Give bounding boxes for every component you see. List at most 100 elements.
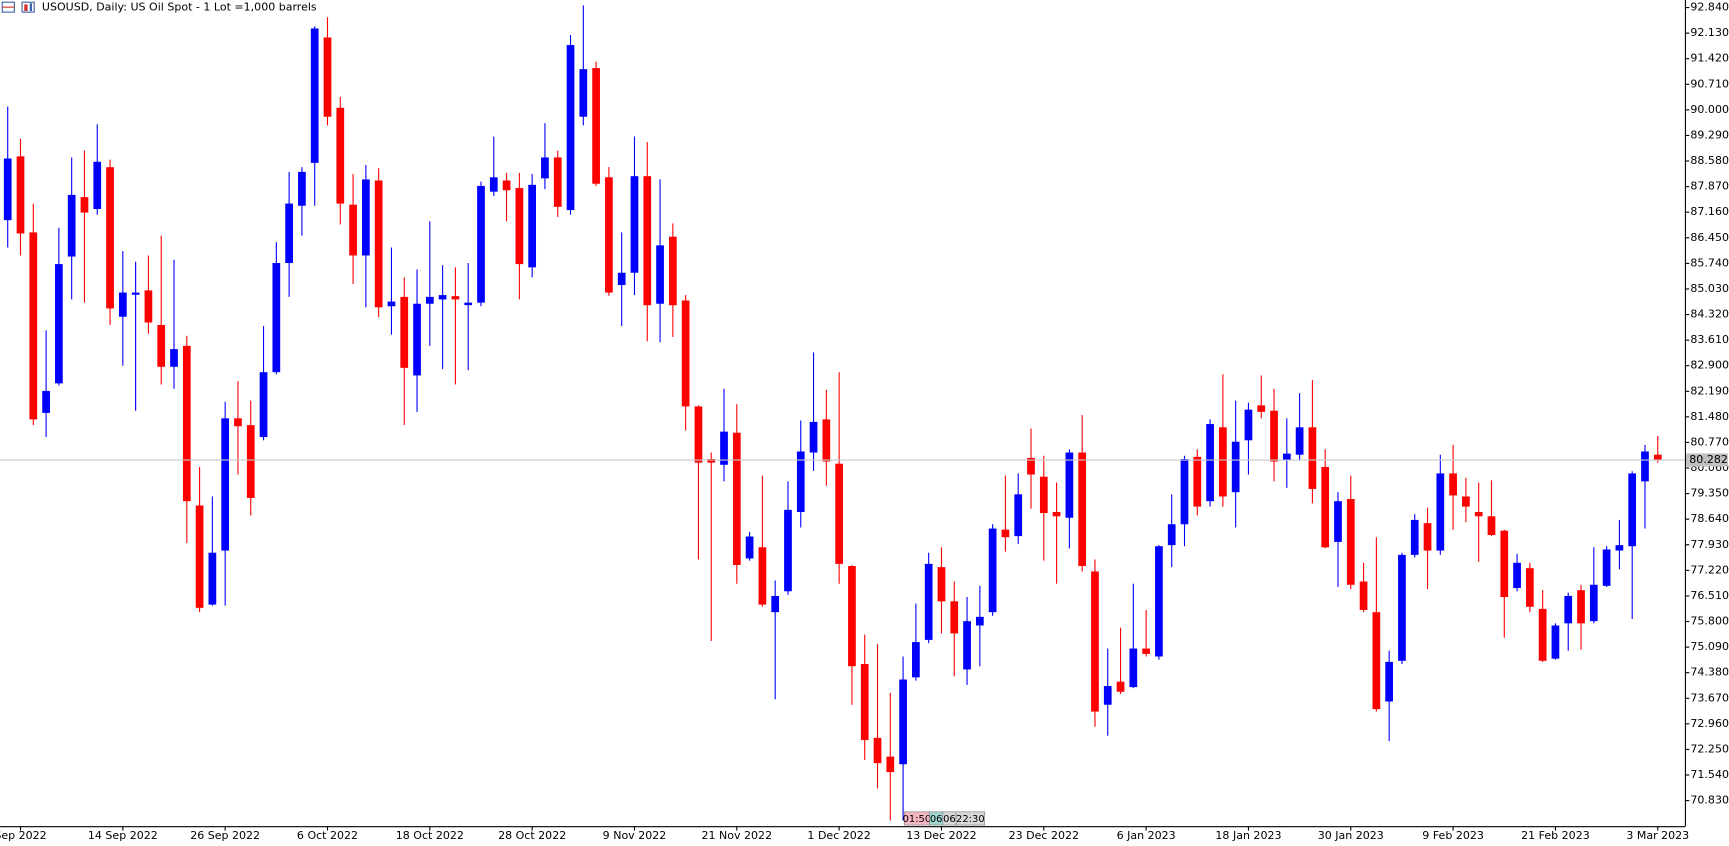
candle-body [796,451,805,512]
candle-body [1589,584,1598,622]
candle-body [1602,549,1611,586]
candle-body [3,158,12,221]
y-tick-label: 84.320 [1690,308,1729,321]
x-tick-label: 21 Feb 2023 [1521,829,1590,842]
candle-body [93,161,102,209]
icon-chart[interactable] [21,1,35,13]
y-tick-label: 82.900 [1690,359,1729,372]
candle-body [285,203,293,264]
candle-body [170,349,178,367]
candle-body [732,432,741,565]
candle-body [720,431,728,465]
x-tick-label: 9 Nov 2022 [603,829,667,842]
candle-body [1270,410,1278,462]
candle-body [924,563,933,640]
candle-body [349,204,357,256]
candle-body [234,418,242,427]
candle-body [1295,427,1304,455]
candle-body [425,296,434,304]
candle-body [1321,466,1330,548]
time-marker: 06 [943,814,956,825]
candle-body [528,184,537,268]
candle-body [835,463,843,564]
x-tick-label: 6 Jan 2023 [1117,829,1176,842]
candle-body [272,263,281,373]
candle-body [80,197,89,213]
y-tick-label: 81.480 [1690,410,1729,423]
candle-body [374,180,383,308]
candle-body [1244,409,1253,441]
candle-body [1129,648,1138,688]
candle-body [1231,441,1240,493]
candle-body [1359,581,1368,610]
y-tick-label: 75.090 [1690,640,1729,653]
price-label: 80.282 [1689,453,1728,466]
candle-body [1538,608,1547,661]
candle-body [1474,511,1483,517]
candle-body [1641,451,1649,482]
candle-body [784,509,792,592]
x-tick-label: 18 Jan 2023 [1215,829,1281,842]
candle-body [975,616,984,626]
y-tick-label: 72.250 [1690,742,1729,755]
x-tick-label: 28 Oct 2022 [498,829,566,842]
candle-body [707,459,716,463]
candle-body [42,390,50,413]
candle-body [1334,501,1342,542]
candle-body [1653,454,1662,461]
y-tick-label: 82.190 [1690,384,1729,397]
y-tick-label: 86.450 [1690,231,1729,244]
candle-body [144,290,153,323]
candle-body [605,177,613,293]
candle-body [873,737,882,764]
candle-body [118,292,127,317]
candle-body [758,547,767,605]
candle-body [656,245,664,304]
x-tick-label: 3 Mar 2023 [1626,829,1689,842]
y-tick-label: 77.930 [1690,538,1729,551]
x-tick-label: 6 Oct 2022 [297,829,358,842]
candle-body [592,68,600,184]
candle-body [515,188,524,265]
y-tick-label: 83.610 [1690,333,1729,346]
candle-body [310,28,319,163]
y-tick-label: 79.350 [1690,487,1729,500]
candle-body [1551,625,1560,659]
candle-body [1014,494,1023,537]
candle-body [912,642,920,678]
candle-body [553,157,562,207]
candle-body [259,372,268,438]
y-tick-label: 77.220 [1690,563,1729,576]
candle-body [860,664,869,741]
candle-body [617,272,626,285]
candle-body [477,185,485,303]
candle-body [1372,612,1381,710]
candle-body [502,180,511,191]
candle-body [1027,457,1035,475]
time-marker: 01:50 [903,814,932,825]
candle-body [336,107,345,204]
candle-body [1116,681,1125,692]
candle-body [489,177,498,192]
candle-body [1564,595,1573,624]
candle-body [1065,452,1074,518]
y-tick-label: 91.420 [1690,52,1729,65]
x-tick-label: 30 Jan 2023 [1318,829,1384,842]
chart-title: USOUSD, Daily: US Oil Spot - 1 Lot =1,00… [42,1,317,14]
x-tick-label: 18 Oct 2022 [396,829,464,842]
candle-body [1078,452,1087,567]
candle-body [848,566,856,667]
candle-body [681,300,690,407]
candle-body [29,232,38,420]
candle-body [1103,686,1112,705]
candle-body [67,194,76,257]
candle-body [822,419,831,462]
candle-body [1142,648,1150,654]
candle-body [1039,476,1048,514]
x-tick-label: 13 Dec 2022 [906,829,976,842]
y-tick-label: 72.960 [1690,717,1729,730]
x-tick-label: 21 Nov 2022 [702,829,773,842]
candle-body [988,528,997,613]
candle-body [400,296,409,368]
